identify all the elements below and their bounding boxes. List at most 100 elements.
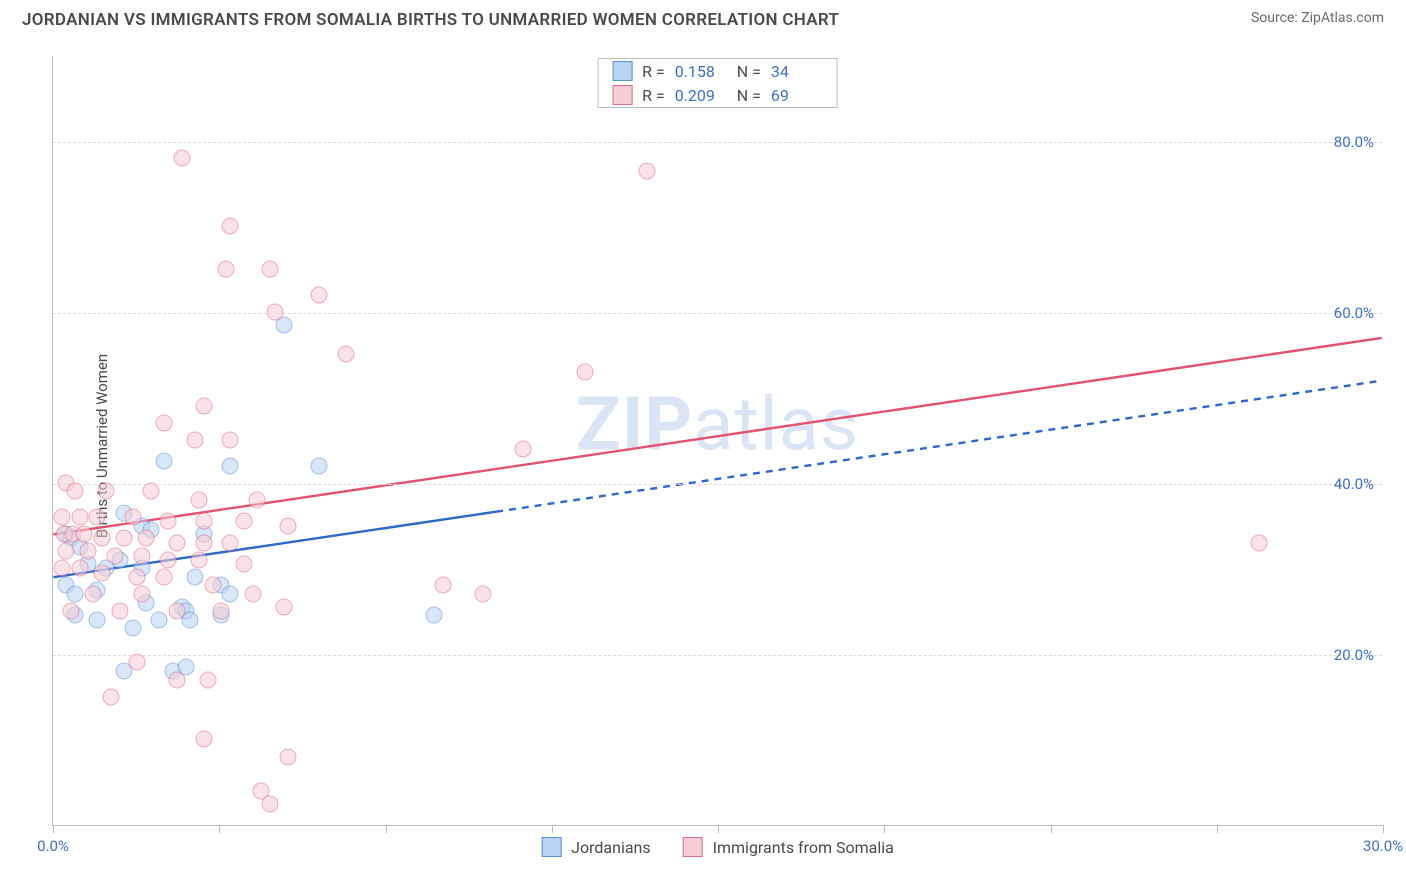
x-tick: [1051, 825, 1052, 833]
data-point: [426, 607, 443, 624]
data-point: [173, 149, 190, 166]
data-point: [266, 303, 283, 320]
data-point: [53, 560, 70, 577]
data-point: [195, 534, 212, 551]
data-point: [133, 547, 150, 564]
x-tick: [53, 825, 54, 833]
x-tick: [884, 825, 885, 833]
data-point: [222, 432, 239, 449]
data-point: [169, 603, 186, 620]
data-point: [155, 414, 172, 431]
data-point: [213, 603, 230, 620]
scatter-chart: ZIPatlas R = 0.158 N = 34 R = 0.209 N = …: [52, 56, 1382, 826]
data-point: [235, 556, 252, 573]
data-point: [195, 397, 212, 414]
source-label: Source: ZipAtlas.com: [1251, 10, 1384, 26]
data-point: [160, 513, 177, 530]
data-point: [235, 513, 252, 530]
data-point: [222, 457, 239, 474]
y-tick-label: 40.0%: [1334, 475, 1374, 493]
data-point: [1250, 534, 1267, 551]
data-point: [279, 748, 296, 765]
legend-item-somalia: Immigrants from Somalia: [683, 837, 894, 857]
data-point: [275, 598, 292, 615]
data-point: [151, 611, 168, 628]
data-point: [93, 530, 110, 547]
x-tick-label: 0.0%: [37, 837, 69, 855]
trend-lines: [53, 56, 1382, 825]
data-point: [155, 453, 172, 470]
y-tick-label: 20.0%: [1334, 646, 1374, 664]
data-point: [577, 363, 594, 380]
x-tick: [1217, 825, 1218, 833]
gridline: [53, 484, 1382, 485]
data-point: [124, 509, 141, 526]
chart-title: JORDANIAN VS IMMIGRANTS FROM SOMALIA BIR…: [22, 10, 839, 30]
x-tick: [219, 825, 220, 833]
gridline: [53, 142, 1382, 143]
legend-item-jordanians: Jordanians: [541, 837, 650, 857]
data-point: [89, 611, 106, 628]
data-point: [58, 543, 75, 560]
data-point: [142, 483, 159, 500]
data-point: [98, 483, 115, 500]
data-point: [115, 530, 132, 547]
data-point: [93, 564, 110, 581]
data-point: [311, 457, 328, 474]
data-point: [129, 568, 146, 585]
x-tick: [718, 825, 719, 833]
watermark: ZIPatlas: [576, 382, 859, 469]
data-point: [138, 530, 155, 547]
y-tick-label: 60.0%: [1334, 304, 1374, 322]
data-point: [186, 568, 203, 585]
data-point: [71, 509, 88, 526]
legend-row-jordanians: R = 0.158 N = 34: [598, 59, 837, 83]
data-point: [84, 586, 101, 603]
data-point: [107, 547, 124, 564]
data-point: [62, 603, 79, 620]
data-point: [67, 586, 84, 603]
data-point: [222, 218, 239, 235]
series-legend: Jordanians Immigrants from Somalia: [541, 837, 894, 857]
swatch-icon: [683, 837, 703, 857]
data-point: [102, 688, 119, 705]
data-point: [222, 534, 239, 551]
data-point: [186, 432, 203, 449]
data-point: [222, 586, 239, 603]
data-point: [337, 346, 354, 363]
data-point: [191, 491, 208, 508]
data-point: [129, 654, 146, 671]
gridline: [53, 313, 1382, 314]
data-point: [53, 509, 70, 526]
data-point: [89, 509, 106, 526]
data-point: [435, 577, 452, 594]
data-point: [80, 543, 97, 560]
data-point: [160, 551, 177, 568]
data-point: [262, 795, 279, 812]
data-point: [200, 671, 217, 688]
data-point: [67, 483, 84, 500]
stats-legend: R = 0.158 N = 34 R = 0.209 N = 69: [597, 58, 838, 108]
data-point: [217, 260, 234, 277]
x-tick-label: 30.0%: [1363, 837, 1403, 855]
data-point: [195, 731, 212, 748]
data-point: [124, 620, 141, 637]
data-point: [279, 517, 296, 534]
data-point: [111, 603, 128, 620]
swatch-icon: [612, 61, 632, 81]
swatch-icon: [541, 837, 561, 857]
data-point: [155, 568, 172, 585]
data-point: [311, 286, 328, 303]
data-point: [248, 491, 265, 508]
trend-line: [496, 381, 1382, 512]
x-tick: [386, 825, 387, 833]
data-point: [639, 162, 656, 179]
x-tick: [1383, 825, 1384, 833]
data-point: [204, 577, 221, 594]
data-point: [262, 260, 279, 277]
y-tick-label: 80.0%: [1334, 133, 1374, 151]
data-point: [244, 586, 261, 603]
data-point: [71, 560, 88, 577]
data-point: [514, 440, 531, 457]
data-point: [76, 526, 93, 543]
